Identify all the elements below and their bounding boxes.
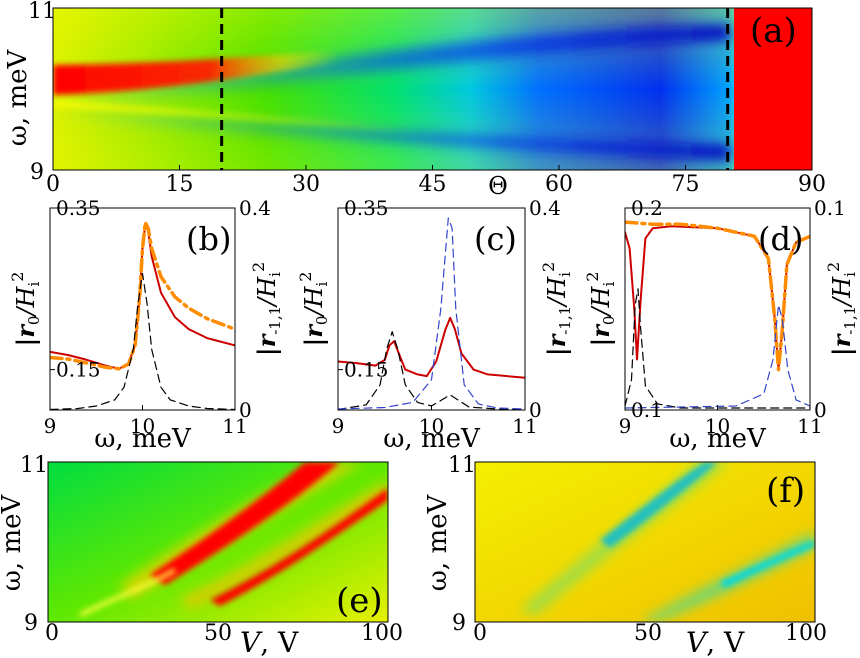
xlabel-e: V, V (240, 626, 299, 658)
ylabel-right-d: |r-1,1/Hi2 (824, 262, 859, 356)
ylabel-left-b: |r0/Hi2 (8, 272, 43, 347)
panel-e: 11 9 ω, meV 0 50 100 V, V (e) (0, 453, 403, 658)
xtick-label-a-0: 0 (46, 172, 60, 197)
panel-a: 0 15 30 45 60 75 90 11 9 ω, meV Θ (a) (3, 0, 826, 200)
ytick-label-right-d-0.1: 0.1 (814, 196, 846, 220)
heatmap-a-red-region (734, 8, 812, 170)
heatmap-f-halo-lower (640, 532, 815, 622)
xtick-label-d-10: 10 (705, 414, 730, 438)
panel-label-e: (e) (336, 581, 383, 621)
ytick-label-e-bottom: 9 (24, 611, 38, 636)
panel-label-c: (c) (474, 220, 517, 258)
ytick-label-right-b-0: 0 (239, 398, 252, 422)
heatmap-f-halo-upper (520, 462, 730, 615)
heatmap-e-band-lower (210, 488, 388, 606)
xtick-label-a-75: 75 (672, 172, 700, 197)
heatmap-e-halo-lower (180, 482, 388, 608)
ylabel-a: ω, meV (3, 49, 33, 147)
panel-c: 9 10 11 0.35 0.15 0.4 0 ω, meV (c) |r0/Hi2 |r-1,1/… (296, 196, 574, 454)
plot-frame-e (47, 461, 389, 623)
panel-label-d: (d) (758, 220, 803, 258)
ytick-label-right-d-0: 0 (814, 398, 827, 422)
xtick-label-f-100: 100 (785, 621, 827, 646)
heatmap-e-band-upper (150, 462, 340, 585)
xlabel-a: Θ (488, 172, 508, 200)
ytick-label-left-b-0.15: 0.15 (56, 358, 101, 382)
series-line-b-0 (50, 223, 235, 370)
series-line-b-2 (50, 273, 235, 410)
panel-label-f: (f) (766, 471, 805, 511)
ylabel-right-c: |r-1,1/Hi2 (539, 262, 574, 356)
xtick-label-a-15: 15 (166, 172, 194, 197)
ylabel-right-b: |r-1,1/Hi2 (249, 262, 284, 356)
xtick-label-e-100: 100 (361, 621, 403, 646)
ytick-label-right-c-0.4: 0.4 (529, 196, 561, 220)
ytick-label-f-bottom: 9 (452, 611, 466, 636)
heatmap-f-band-lower (720, 540, 815, 588)
xtick-label-c-11: 11 (512, 414, 537, 438)
ylabel-left-d: |r0/Hi2 (583, 272, 618, 347)
panel-label-a: (a) (750, 11, 797, 51)
ytick-label-left-c-0.15: 0.15 (344, 358, 389, 382)
series-group-b (50, 220, 235, 410)
xtick-label-c-10: 10 (419, 414, 444, 438)
heatmap-a-yellow-band (53, 100, 420, 135)
ytick-label-left-b-0.35: 0.35 (56, 196, 101, 220)
ylabel-left-c: |r0/Hi2 (296, 272, 331, 347)
ytick-label-right-b-0.4: 0.4 (239, 196, 271, 220)
plot-frame-f (474, 461, 816, 623)
panel-f: 11 9 ω, meV 0 50 100 V, V (f) (423, 453, 827, 658)
xtick-label-a-45: 45 (419, 172, 447, 197)
xtick-label-b-10: 10 (130, 414, 155, 438)
ytick-label-left-d-0.1: 0.1 (631, 398, 663, 422)
series-line-b-1 (50, 220, 235, 371)
series-line-c-2 (338, 217, 525, 410)
xtick-label-a-90: 90 (798, 172, 826, 197)
xtick-label-b-11: 11 (222, 414, 247, 438)
series-line-c-0 (338, 316, 525, 379)
panel-d: 9 10 11 0.2 0.1 0.1 0 ω, meV (d) |r0/Hi2 |r-1,1/Hi… (583, 196, 859, 454)
xlabel-c: ω, meV (383, 424, 481, 454)
heatmap-f-band-upper (600, 462, 718, 548)
ytick-label-right-c-0: 0 (529, 398, 542, 422)
series-line-d-2 (625, 288, 810, 409)
ylabel-e: ω, meV (0, 494, 27, 592)
xtick-label-e-50: 50 (204, 621, 232, 646)
xlabel-b: ω, meV (94, 424, 192, 454)
ytick-label-left-c-0.35: 0.35 (344, 196, 389, 220)
xtick-label-e-0: 0 (45, 621, 59, 646)
xtick-label-d-9: 9 (619, 414, 632, 438)
ytick-label-a-top: 11 (28, 0, 56, 24)
xticks-a: 0 15 30 45 60 75 90 (46, 165, 826, 197)
heatmap-a-red-band (53, 50, 340, 95)
xtick-label-d-11: 11 (797, 414, 822, 438)
ytick-label-e-top: 11 (20, 453, 48, 478)
series-line-c-1 (338, 331, 525, 410)
series-line-d-1 (625, 220, 810, 372)
ytick-label-a-bottom: 9 (30, 160, 44, 185)
ytick-label-f-top: 11 (448, 453, 476, 478)
series-line-d-3 (625, 304, 810, 409)
xtick-label-b-9: 9 (44, 414, 57, 438)
xtick-label-a-30: 30 (292, 172, 320, 197)
heatmap-e-faint-branch (79, 568, 177, 617)
xtick-label-f-50: 50 (634, 621, 662, 646)
xtick-label-f-0: 0 (473, 621, 487, 646)
ytick-label-left-d-0.2: 0.2 (631, 196, 663, 220)
panel-b: 9 10 11 0.35 0.15 0.4 0 ω, meV (b) |r0/Hi2 |r-1,1/… (8, 196, 284, 454)
xtick-label-c-9: 9 (332, 414, 345, 438)
panel-label-b: (b) (186, 220, 231, 258)
series-group-d (625, 220, 810, 409)
xtick-label-a-60: 60 (545, 172, 573, 197)
heatmap-f-background (475, 462, 815, 622)
series-group-c (338, 217, 525, 410)
xlabel-f: V, V (686, 626, 745, 658)
xlabel-d: ω, meV (669, 424, 767, 454)
ylabel-f: ω, meV (423, 494, 453, 592)
